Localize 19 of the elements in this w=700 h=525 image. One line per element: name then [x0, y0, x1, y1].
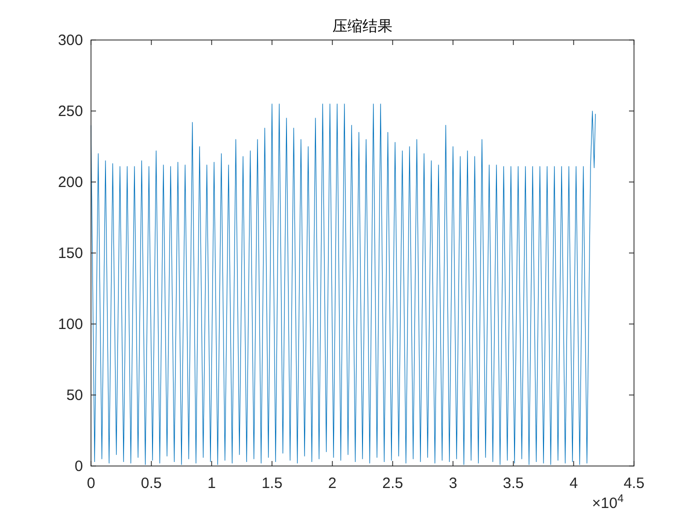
x-tick-label: 4.5 — [624, 475, 644, 492]
x-tick-label: 3.5 — [502, 475, 524, 492]
chart-title: 压缩结果 — [332, 18, 392, 35]
x-tick-label: 2.5 — [382, 475, 404, 492]
x-tick-label: 1 — [207, 475, 216, 492]
x-tick-label: 0 — [86, 475, 96, 492]
y-tick-label: 0 — [74, 458, 83, 475]
y-tick-label: 300 — [58, 32, 83, 49]
y-tick-label: 150 — [58, 245, 83, 262]
y-tick-label: 100 — [58, 316, 83, 333]
text: ×10$^{4}$ — [592, 493, 624, 512]
y-tick-label: 200 — [58, 174, 83, 191]
y-tick-label: 50 — [66, 387, 83, 404]
x-tick-label: 2 — [328, 475, 337, 492]
x-tick-label: 4 — [569, 475, 578, 492]
x-tick-label: 1.5 — [262, 475, 282, 492]
x-tick-label: 3 — [448, 475, 458, 492]
x-tick-label: 0.5 — [140, 475, 162, 492]
y-tick-label: 250 — [58, 103, 83, 120]
